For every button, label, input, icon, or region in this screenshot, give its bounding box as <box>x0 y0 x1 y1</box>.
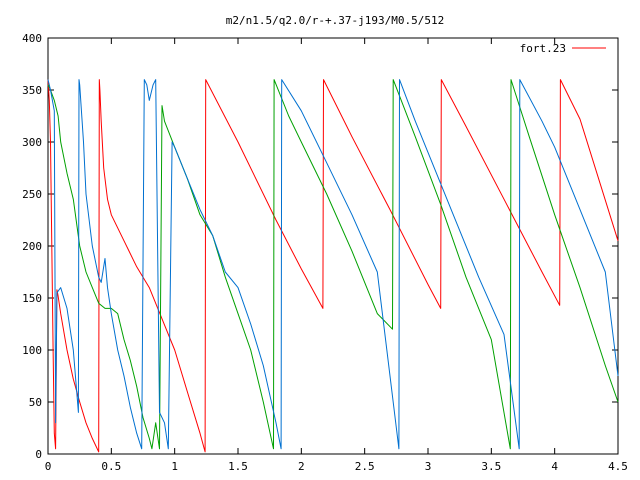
x-tick-label: 0.5 <box>101 460 121 473</box>
legend-label: fort.23 <box>520 42 566 55</box>
x-tick-label: 4.5 <box>608 460 628 473</box>
x-tick-label: 3 <box>425 460 432 473</box>
x-tick-label: 4 <box>551 460 558 473</box>
x-tick-label: 2 <box>298 460 305 473</box>
y-tick-label: 0 <box>35 448 42 461</box>
x-tick-label: 1.5 <box>228 460 248 473</box>
x-axis-ticks: 0 0.5 1 1.5 2 2.5 3 3.5 4 4.5 <box>45 38 628 473</box>
y-tick-label: 50 <box>29 396 42 409</box>
legend: fort.23 <box>520 42 606 55</box>
y-tick-label: 100 <box>22 344 42 357</box>
y-axis-ticks: 0 50 100 150 200 250 300 350 400 <box>22 32 618 461</box>
y-tick-label: 150 <box>22 292 42 305</box>
plot-frame <box>47 37 619 455</box>
series-line-2 <box>47 79 619 450</box>
series-line-1 <box>47 79 619 453</box>
y-tick-label: 300 <box>22 136 42 149</box>
x-tick-label: 2.5 <box>355 460 375 473</box>
chart-title: m2/n1.5/q2.0/r-+.37-j193/M0.5/512 <box>226 14 445 27</box>
y-tick-label: 200 <box>22 240 42 253</box>
y-tick-label: 350 <box>22 84 42 97</box>
x-tick-label: 3.5 <box>481 460 501 473</box>
y-tick-label: 400 <box>22 32 42 45</box>
x-tick-label: 1 <box>171 460 178 473</box>
y-tick-label: 250 <box>22 188 42 201</box>
x-tick-label: 0 <box>45 460 52 473</box>
series-line-3 <box>47 79 619 450</box>
series-lines <box>47 79 619 453</box>
